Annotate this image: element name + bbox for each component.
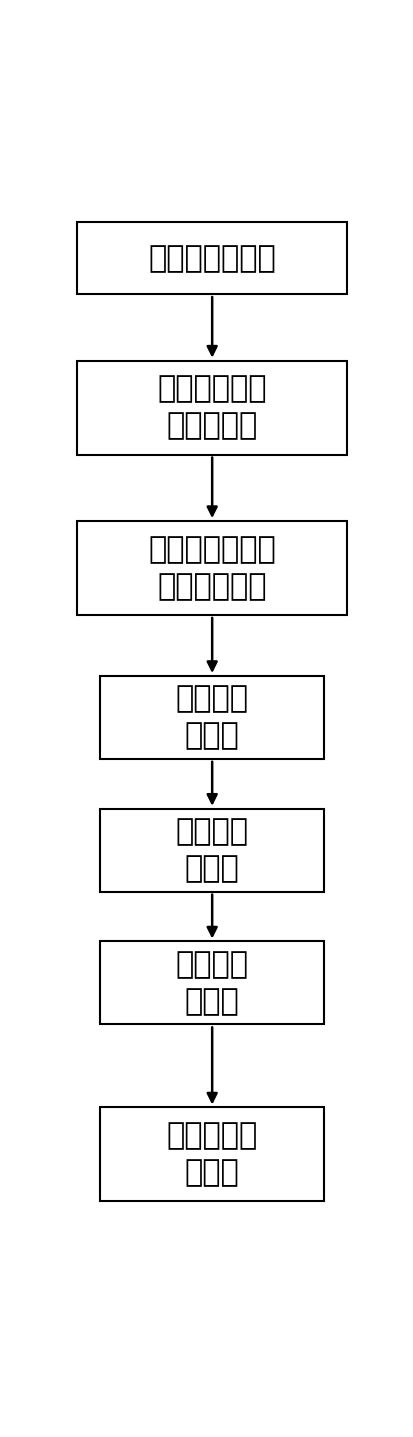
Bar (100, 675, 324, 759)
Text: 设置子调制器的
直流偏置电压: 设置子调制器的 直流偏置电压 (148, 535, 275, 601)
Text: 探测调制
光信号: 探测调制 光信号 (175, 950, 248, 1016)
Bar (100, 809, 324, 891)
Text: 输入光载波信号: 输入光载波信号 (148, 244, 275, 273)
Bar (100, 941, 324, 1025)
Bar (77, 361, 346, 454)
Text: 生成调制
光信号: 生成调制 光信号 (175, 684, 248, 750)
Bar (100, 1108, 324, 1201)
Bar (77, 223, 346, 295)
Bar (77, 522, 346, 615)
Text: 分束调制
光信号: 分束调制 光信号 (175, 818, 248, 884)
Text: 产生射频信号
和本振信号: 产生射频信号 和本振信号 (157, 375, 266, 441)
Text: 电相减器抑
制噪声: 电相减器抑 制噪声 (166, 1121, 257, 1187)
